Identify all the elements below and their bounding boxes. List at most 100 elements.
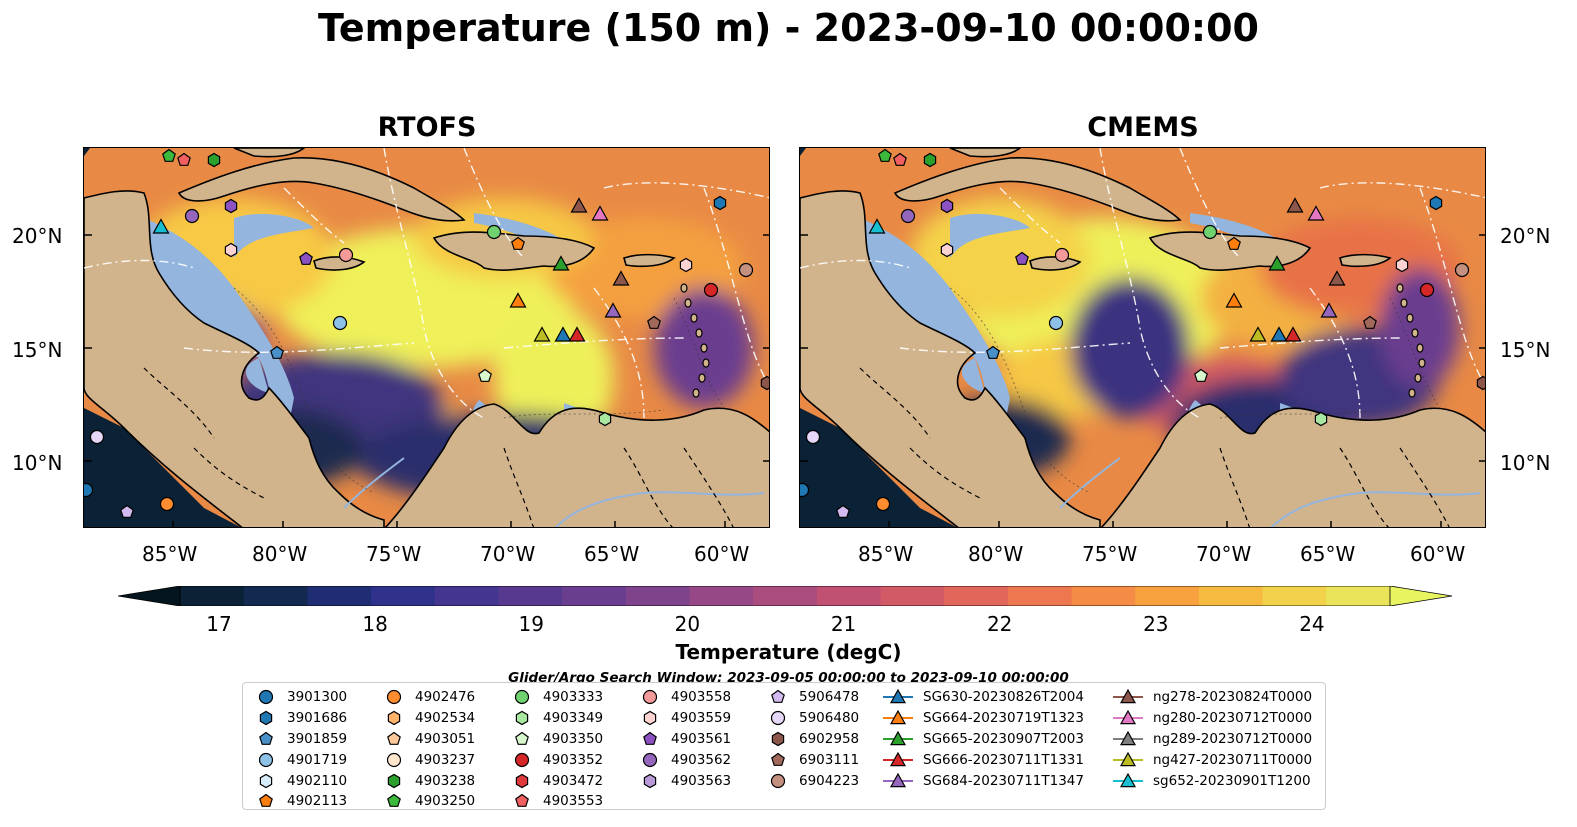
pentagon-observation-marker[interactable] [511, 236, 525, 250]
legend-label: SG684-20230711T1347 [923, 772, 1084, 789]
pentagon-marker-icon [259, 794, 273, 808]
pentagon-observation-marker[interactable] [1363, 315, 1377, 329]
triangle-observation-marker[interactable] [568, 326, 586, 342]
triangle-observation-marker[interactable] [1286, 197, 1304, 213]
circle-observation-marker[interactable] [900, 208, 916, 224]
colorbar-bin [180, 586, 245, 606]
hexagon-observation-marker[interactable] [1476, 375, 1486, 391]
circle-observation-marker[interactable] [703, 282, 719, 298]
hexagon-observation-marker[interactable] [1395, 257, 1409, 273]
circle-observation-marker[interactable] [1048, 315, 1064, 331]
hexagon-observation-marker[interactable] [923, 152, 937, 168]
hexagon-observation-marker[interactable] [224, 242, 238, 258]
legend: 3901300 3901686 3901859 4901719 4902110 49021… [242, 682, 1326, 810]
triangle-observation-marker[interactable] [868, 218, 886, 234]
pentagon-observation-marker[interactable] [177, 152, 191, 166]
pentagon-observation-marker[interactable] [1194, 368, 1208, 382]
colorbar-bin [1007, 586, 1073, 606]
circle-observation-marker[interactable] [1419, 282, 1435, 298]
legend-label: 4903352 [543, 751, 604, 768]
pentagon-observation-marker[interactable] [299, 251, 313, 265]
hexagon-observation-marker[interactable] [1429, 195, 1443, 211]
triangle-observation-marker[interactable] [612, 270, 630, 286]
legend-label: SG666-20230711T1331 [923, 751, 1084, 768]
legend-label: 6904223 [799, 772, 860, 789]
hexagon-observation-marker[interactable] [224, 198, 238, 214]
triangle-observation-marker[interactable] [1249, 326, 1267, 342]
pentagon-observation-marker[interactable] [647, 315, 661, 329]
pacific-ocean [84, 408, 241, 527]
legend-label: 4903238 [415, 772, 476, 789]
pentagon-observation-marker[interactable] [162, 148, 176, 162]
colorbar-bin [1262, 586, 1327, 606]
triangle-observation-marker[interactable] [152, 218, 170, 234]
pentagon-observation-marker[interactable] [986, 345, 1000, 359]
circle-observation-marker[interactable] [332, 315, 348, 331]
map-panel-rtofs[interactable] [83, 147, 770, 528]
triangle-observation-marker[interactable] [1320, 302, 1338, 318]
land-mass [1100, 403, 1485, 527]
circle-observation-marker[interactable] [338, 247, 354, 263]
country-border [1399, 447, 1450, 527]
triangle-observation-marker[interactable] [554, 326, 572, 342]
pentagon-marker-icon [387, 731, 401, 745]
pentagon-observation-marker[interactable] [836, 504, 850, 518]
circle-observation-marker[interactable] [184, 208, 200, 224]
colorbar-tick-label: 23 [1143, 612, 1169, 636]
pentagon-observation-marker[interactable] [1015, 251, 1029, 265]
colorbar-bar [117, 585, 1453, 607]
circle-observation-marker[interactable] [1054, 247, 1070, 263]
circle-observation-marker[interactable] [84, 482, 94, 498]
hexagon-observation-marker[interactable] [598, 411, 612, 427]
legend-column: ng278-20230824T0000 ng280-20230712T0000 ng… [1111, 687, 1312, 791]
triangle-observation-marker[interactable] [570, 197, 588, 213]
lon-label-75w-b: 75°W [1082, 542, 1138, 566]
hexagon-observation-marker[interactable] [679, 257, 693, 273]
hexagon-observation-marker[interactable] [713, 195, 727, 211]
pentagon-observation-marker[interactable] [878, 148, 892, 162]
triangle-observation-marker[interactable] [533, 326, 551, 342]
triangle-observation-marker[interactable] [591, 205, 609, 221]
circle-observation-marker[interactable] [805, 429, 821, 445]
lon-label-65w: 65°W [584, 542, 640, 566]
triangle-observation-marker[interactable] [1225, 292, 1243, 308]
circle-observation-marker[interactable] [159, 496, 175, 512]
triangle-observation-marker[interactable] [552, 255, 570, 271]
triangle-observation-marker[interactable] [509, 292, 527, 308]
circle-observation-marker[interactable] [89, 429, 105, 445]
hexagon-observation-marker[interactable] [207, 152, 221, 168]
legend-label: ng280-20230712T0000 [1153, 710, 1313, 727]
hexagon-observation-marker[interactable] [940, 242, 954, 258]
circle-observation-marker[interactable] [800, 482, 810, 498]
legend-item: 4903349 [509, 708, 603, 729]
triangle-observation-marker[interactable] [1328, 270, 1346, 286]
colorbar-bin [1071, 586, 1136, 606]
pentagon-observation-marker[interactable] [120, 504, 134, 518]
circle-observation-marker[interactable] [1202, 224, 1218, 240]
legend-label: 4902113 [287, 793, 348, 810]
pentagon-marker-icon [259, 731, 273, 745]
triangle-observation-marker[interactable] [1270, 326, 1288, 342]
colorbar-bin [880, 586, 945, 606]
pentagon-observation-marker[interactable] [893, 152, 907, 166]
legend-label: 6902958 [799, 730, 860, 747]
pentagon-observation-marker[interactable] [1227, 236, 1241, 250]
circle-observation-marker[interactable] [875, 496, 891, 512]
triangle-observation-marker[interactable] [1307, 205, 1325, 221]
circle-observation-marker[interactable] [738, 262, 754, 278]
colorbar-bin [307, 586, 372, 606]
bathymetry-contour [949, 287, 1091, 494]
pentagon-observation-marker[interactable] [478, 368, 492, 382]
hexagon-observation-marker[interactable] [760, 375, 770, 391]
hexagon-observation-marker[interactable] [940, 198, 954, 214]
map-panel-cmems[interactable] [799, 147, 1486, 528]
bathymetry-contour [233, 287, 375, 494]
triangle-observation-marker[interactable] [604, 302, 622, 318]
circle-observation-marker[interactable] [486, 224, 502, 240]
triangle-observation-marker[interactable] [1284, 326, 1302, 342]
hexagon-observation-marker[interactable] [1314, 411, 1328, 427]
triangle-observation-marker[interactable] [1268, 255, 1286, 271]
pentagon-observation-marker[interactable] [270, 345, 284, 359]
circle-observation-marker[interactable] [1454, 262, 1470, 278]
legend-item: SG630-20230826T2004 [881, 687, 1084, 708]
